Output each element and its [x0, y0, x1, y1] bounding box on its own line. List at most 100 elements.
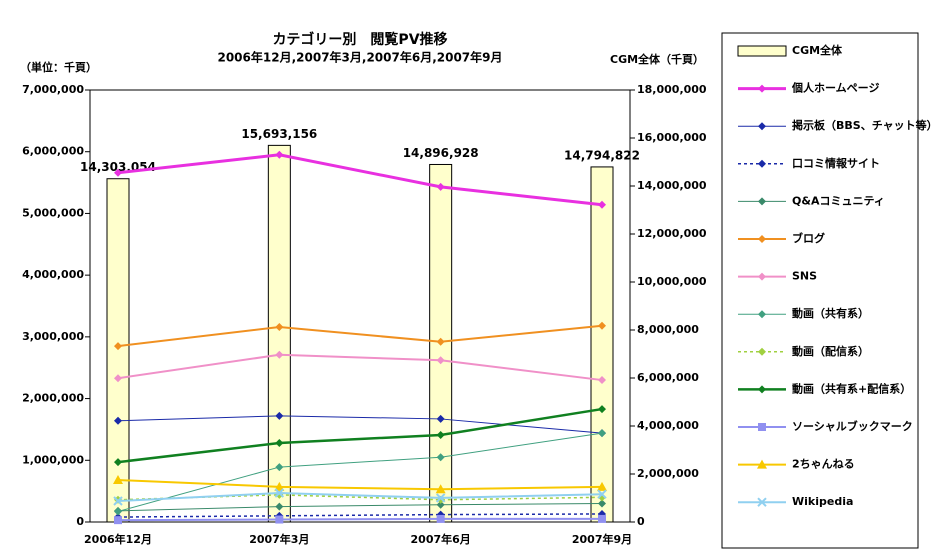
- bar: [106, 178, 130, 523]
- legend-label: ブログ: [792, 231, 825, 245]
- point-marker: [436, 337, 445, 346]
- series-line: [117, 353, 603, 382]
- legend-swatch: [737, 45, 787, 57]
- y-axis-label: （単位：千頁）: [20, 60, 97, 74]
- legend-label: ソーシャルブックマーク: [792, 419, 913, 433]
- point-marker: [598, 200, 606, 209]
- series-line: [117, 407, 603, 464]
- legend-label: 動画（共有系+配信系）: [792, 381, 911, 395]
- point-marker: [113, 475, 123, 485]
- y-tick-label: 4,000,000: [22, 268, 84, 281]
- legend-box: [721, 32, 919, 549]
- legend-marker: [758, 122, 766, 131]
- legend-marker: [758, 272, 766, 281]
- point-marker: [114, 342, 122, 351]
- point-marker: [436, 430, 445, 439]
- point-marker: [113, 496, 123, 506]
- point-marker: [597, 481, 607, 491]
- legend-label: CGM全体: [792, 43, 843, 57]
- point-marker: [435, 484, 446, 494]
- legend-marker: [758, 235, 766, 243]
- point-marker: [598, 429, 606, 438]
- y2-tick-label: 18,000,000: [637, 83, 707, 96]
- point-marker: [275, 502, 284, 511]
- legend-marker: [758, 347, 766, 356]
- point-marker: [436, 453, 445, 462]
- point-marker: [275, 322, 284, 331]
- bar-value-label: 15,693,156: [241, 127, 317, 141]
- chart-title: カテゴリー別 閲覧PV推移: [272, 31, 447, 48]
- legend-marker: [758, 310, 766, 319]
- legend-marker: [758, 385, 766, 394]
- legend-label: 個人ホームページ: [791, 81, 879, 95]
- point-marker: [598, 321, 606, 330]
- point-marker: [275, 515, 284, 524]
- bar-value-label: 14,794,822: [564, 148, 640, 162]
- series-line: [117, 517, 602, 522]
- y2-tick-label: 6,000,000: [637, 371, 699, 384]
- y-tick-label: 6,000,000: [22, 145, 84, 158]
- y2-tick-label: 0: [637, 515, 645, 528]
- point-marker: [597, 489, 607, 499]
- y-tick-label: 7,000,000: [22, 83, 84, 96]
- series-line: [117, 324, 603, 348]
- point-marker: [275, 150, 284, 159]
- legend-label: 掲示板（BBS、チャット等）: [792, 118, 938, 132]
- point-marker: [274, 488, 285, 498]
- point-marker: [275, 463, 284, 472]
- point-marker: [114, 416, 122, 425]
- legend-marker: [758, 84, 766, 93]
- y2-tick-label: 8,000,000: [637, 323, 699, 336]
- y-tick-label: 1,000,000: [22, 453, 84, 466]
- x-tick-label: 2007年9月: [572, 532, 632, 546]
- series-line: [117, 415, 603, 434]
- y2-tick-label: 2,000,000: [637, 467, 699, 480]
- point-marker: [114, 458, 122, 467]
- series-line: [117, 491, 603, 503]
- point-marker: [275, 439, 284, 448]
- point-marker: [114, 516, 122, 525]
- series-line: [117, 432, 603, 512]
- point-marker: [275, 411, 284, 420]
- legend-label: Q&Aコミュニティ: [792, 194, 885, 207]
- series-line: [117, 153, 603, 207]
- legend-marker: [757, 497, 767, 507]
- point-marker: [436, 514, 445, 523]
- point-marker: [598, 405, 606, 414]
- x-tick-label: 2007年6月: [411, 532, 471, 546]
- legend-marker: [758, 197, 766, 206]
- point-marker: [598, 514, 606, 523]
- y2-tick-label: 10,000,000: [637, 275, 707, 288]
- y2-tick-label: 4,000,000: [637, 419, 699, 432]
- series-line: [117, 513, 603, 518]
- point-marker: [436, 500, 445, 509]
- legend-marker: [758, 159, 766, 168]
- bar: [590, 166, 614, 523]
- y-tick-label: 3,000,000: [22, 330, 84, 343]
- bar-value-label: 14,896,928: [403, 146, 479, 160]
- point-marker: [275, 350, 284, 359]
- legend-label: SNS: [792, 270, 817, 283]
- point-marker: [114, 374, 122, 383]
- point-marker: [598, 376, 606, 385]
- point-marker: [436, 356, 445, 365]
- legend-marker: [757, 459, 767, 469]
- x-tick-label: 2007年3月: [249, 532, 309, 546]
- y-tick-label: 2,000,000: [22, 392, 84, 405]
- series-line: [117, 502, 603, 512]
- point-marker: [274, 481, 285, 491]
- y2-tick-label: 16,000,000: [637, 131, 707, 144]
- legend-label: Wikipedia: [792, 495, 853, 508]
- point-marker: [436, 414, 445, 423]
- point-marker: [114, 507, 122, 516]
- y2-axis-label: CGM全体（千頁）: [610, 52, 704, 66]
- point-marker: [598, 499, 606, 508]
- series-line: [117, 479, 603, 491]
- point-marker: [114, 168, 122, 177]
- legend-label: 口コミ情報サイト: [792, 156, 880, 170]
- legend-label: 動画（共有系）: [792, 306, 869, 320]
- y-tick-label: 0: [76, 515, 84, 528]
- y2-tick-label: 14,000,000: [637, 179, 707, 192]
- chart-subtitle: 2006年12月,2007年3月,2007年6月,2007年9月: [217, 50, 502, 65]
